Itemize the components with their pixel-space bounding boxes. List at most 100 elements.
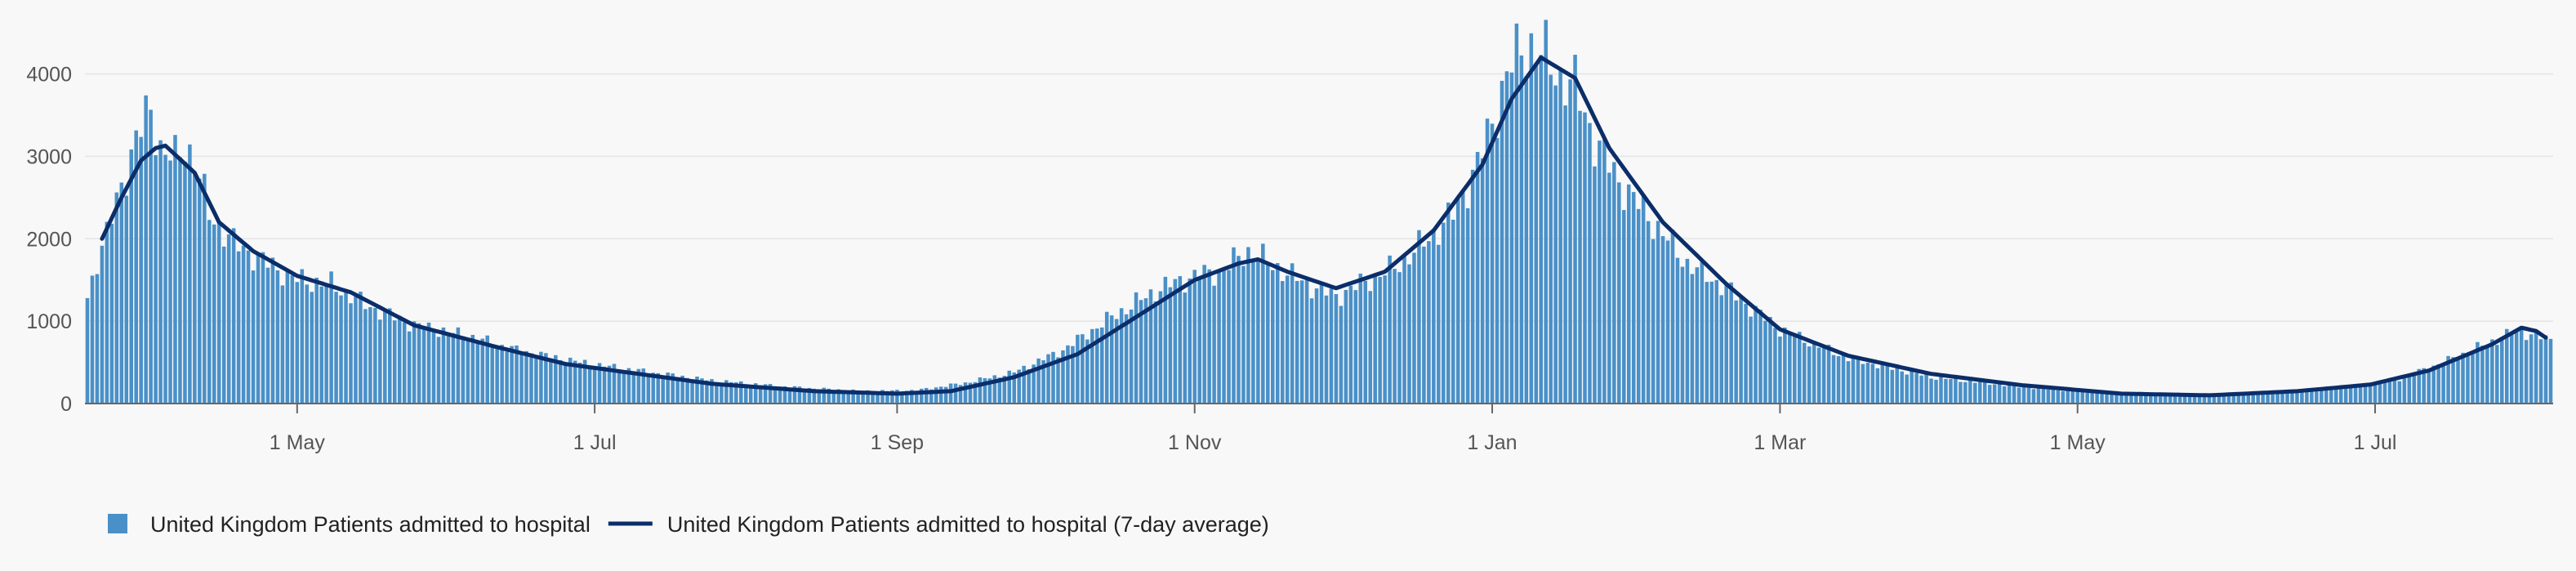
bar [1793, 336, 1797, 404]
bar [1051, 351, 1055, 404]
bar [666, 372, 670, 404]
bar [1553, 85, 1558, 404]
bar [144, 95, 148, 404]
bar [1622, 210, 1626, 404]
bar [198, 178, 202, 404]
bar [475, 341, 480, 404]
bar [109, 223, 114, 404]
bar [2119, 395, 2124, 404]
bar [2231, 394, 2236, 404]
bar [2173, 395, 2177, 404]
bar [1261, 243, 1265, 404]
bar [1831, 355, 1836, 404]
bar [1944, 378, 1948, 404]
bar [1490, 123, 1495, 404]
bar [2017, 387, 2021, 404]
bar [1475, 152, 1480, 404]
bar [2246, 394, 2250, 404]
bar [1183, 292, 1188, 404]
bar [236, 251, 241, 404]
bar [1631, 192, 1636, 404]
bar [1768, 316, 1772, 404]
average-line [100, 55, 2548, 398]
bar [129, 149, 134, 404]
bar [1802, 342, 1807, 404]
bar [2271, 394, 2275, 404]
bar [139, 136, 143, 404]
bar [2085, 392, 2089, 404]
bar [690, 380, 694, 404]
x-tick-label: 1 Jan [1467, 431, 1517, 454]
bar [1470, 169, 1475, 404]
bar [1598, 141, 1602, 404]
bar [1232, 247, 1236, 404]
bar [822, 387, 827, 404]
bar [2041, 387, 2046, 404]
bar [1368, 291, 1372, 404]
bar [231, 228, 236, 404]
bar [1997, 384, 2002, 404]
bar [2417, 368, 2422, 404]
bar [1851, 357, 1856, 404]
bar [1002, 376, 1007, 404]
bar [1660, 236, 1665, 404]
bar [1280, 281, 1285, 404]
bar [134, 130, 138, 404]
bar [1104, 311, 1109, 404]
bar [973, 381, 978, 404]
bar [1402, 255, 1406, 404]
bar [2066, 389, 2070, 404]
bar [417, 323, 421, 404]
bar [1246, 247, 1250, 404]
bar [2168, 395, 2173, 404]
bar [876, 391, 880, 404]
bar [812, 388, 817, 404]
bar [2373, 383, 2378, 404]
bar [505, 351, 509, 404]
bar [1685, 258, 1690, 404]
bar [173, 135, 177, 404]
bar [753, 383, 758, 404]
bar [890, 390, 894, 404]
bar [573, 360, 577, 404]
bar [2315, 390, 2319, 404]
bar [992, 375, 997, 404]
bar [495, 346, 499, 404]
bar [2100, 393, 2104, 404]
bar [968, 382, 973, 404]
bar [539, 351, 543, 404]
bar [1334, 294, 1339, 404]
bar [671, 373, 675, 404]
bar [1432, 229, 1436, 404]
bar [2144, 395, 2148, 404]
bar [1339, 306, 1344, 404]
bar [280, 285, 285, 404]
bar [2431, 365, 2436, 404]
bar [1939, 377, 1943, 404]
bar [2007, 384, 2012, 404]
bar [149, 109, 153, 404]
bar [739, 381, 743, 404]
bar [1197, 279, 1201, 404]
bar [661, 376, 665, 404]
bar [1836, 356, 1841, 404]
bar [1973, 382, 1977, 404]
y-tick-label: 0 [60, 393, 72, 416]
bar [807, 387, 812, 404]
bar [100, 245, 105, 404]
bar [607, 365, 612, 404]
bar [388, 308, 392, 404]
bar [592, 367, 597, 404]
bar [1865, 363, 1870, 404]
bar [1314, 288, 1319, 404]
bar [622, 369, 626, 404]
bar [1524, 76, 1529, 404]
bar [1641, 194, 1646, 404]
bar-series [85, 20, 2553, 404]
bar [1724, 283, 1728, 404]
bar [1202, 265, 1206, 404]
bar [114, 192, 119, 404]
bar [1188, 278, 1192, 404]
bar [1714, 279, 1719, 404]
bar [1675, 257, 1680, 404]
